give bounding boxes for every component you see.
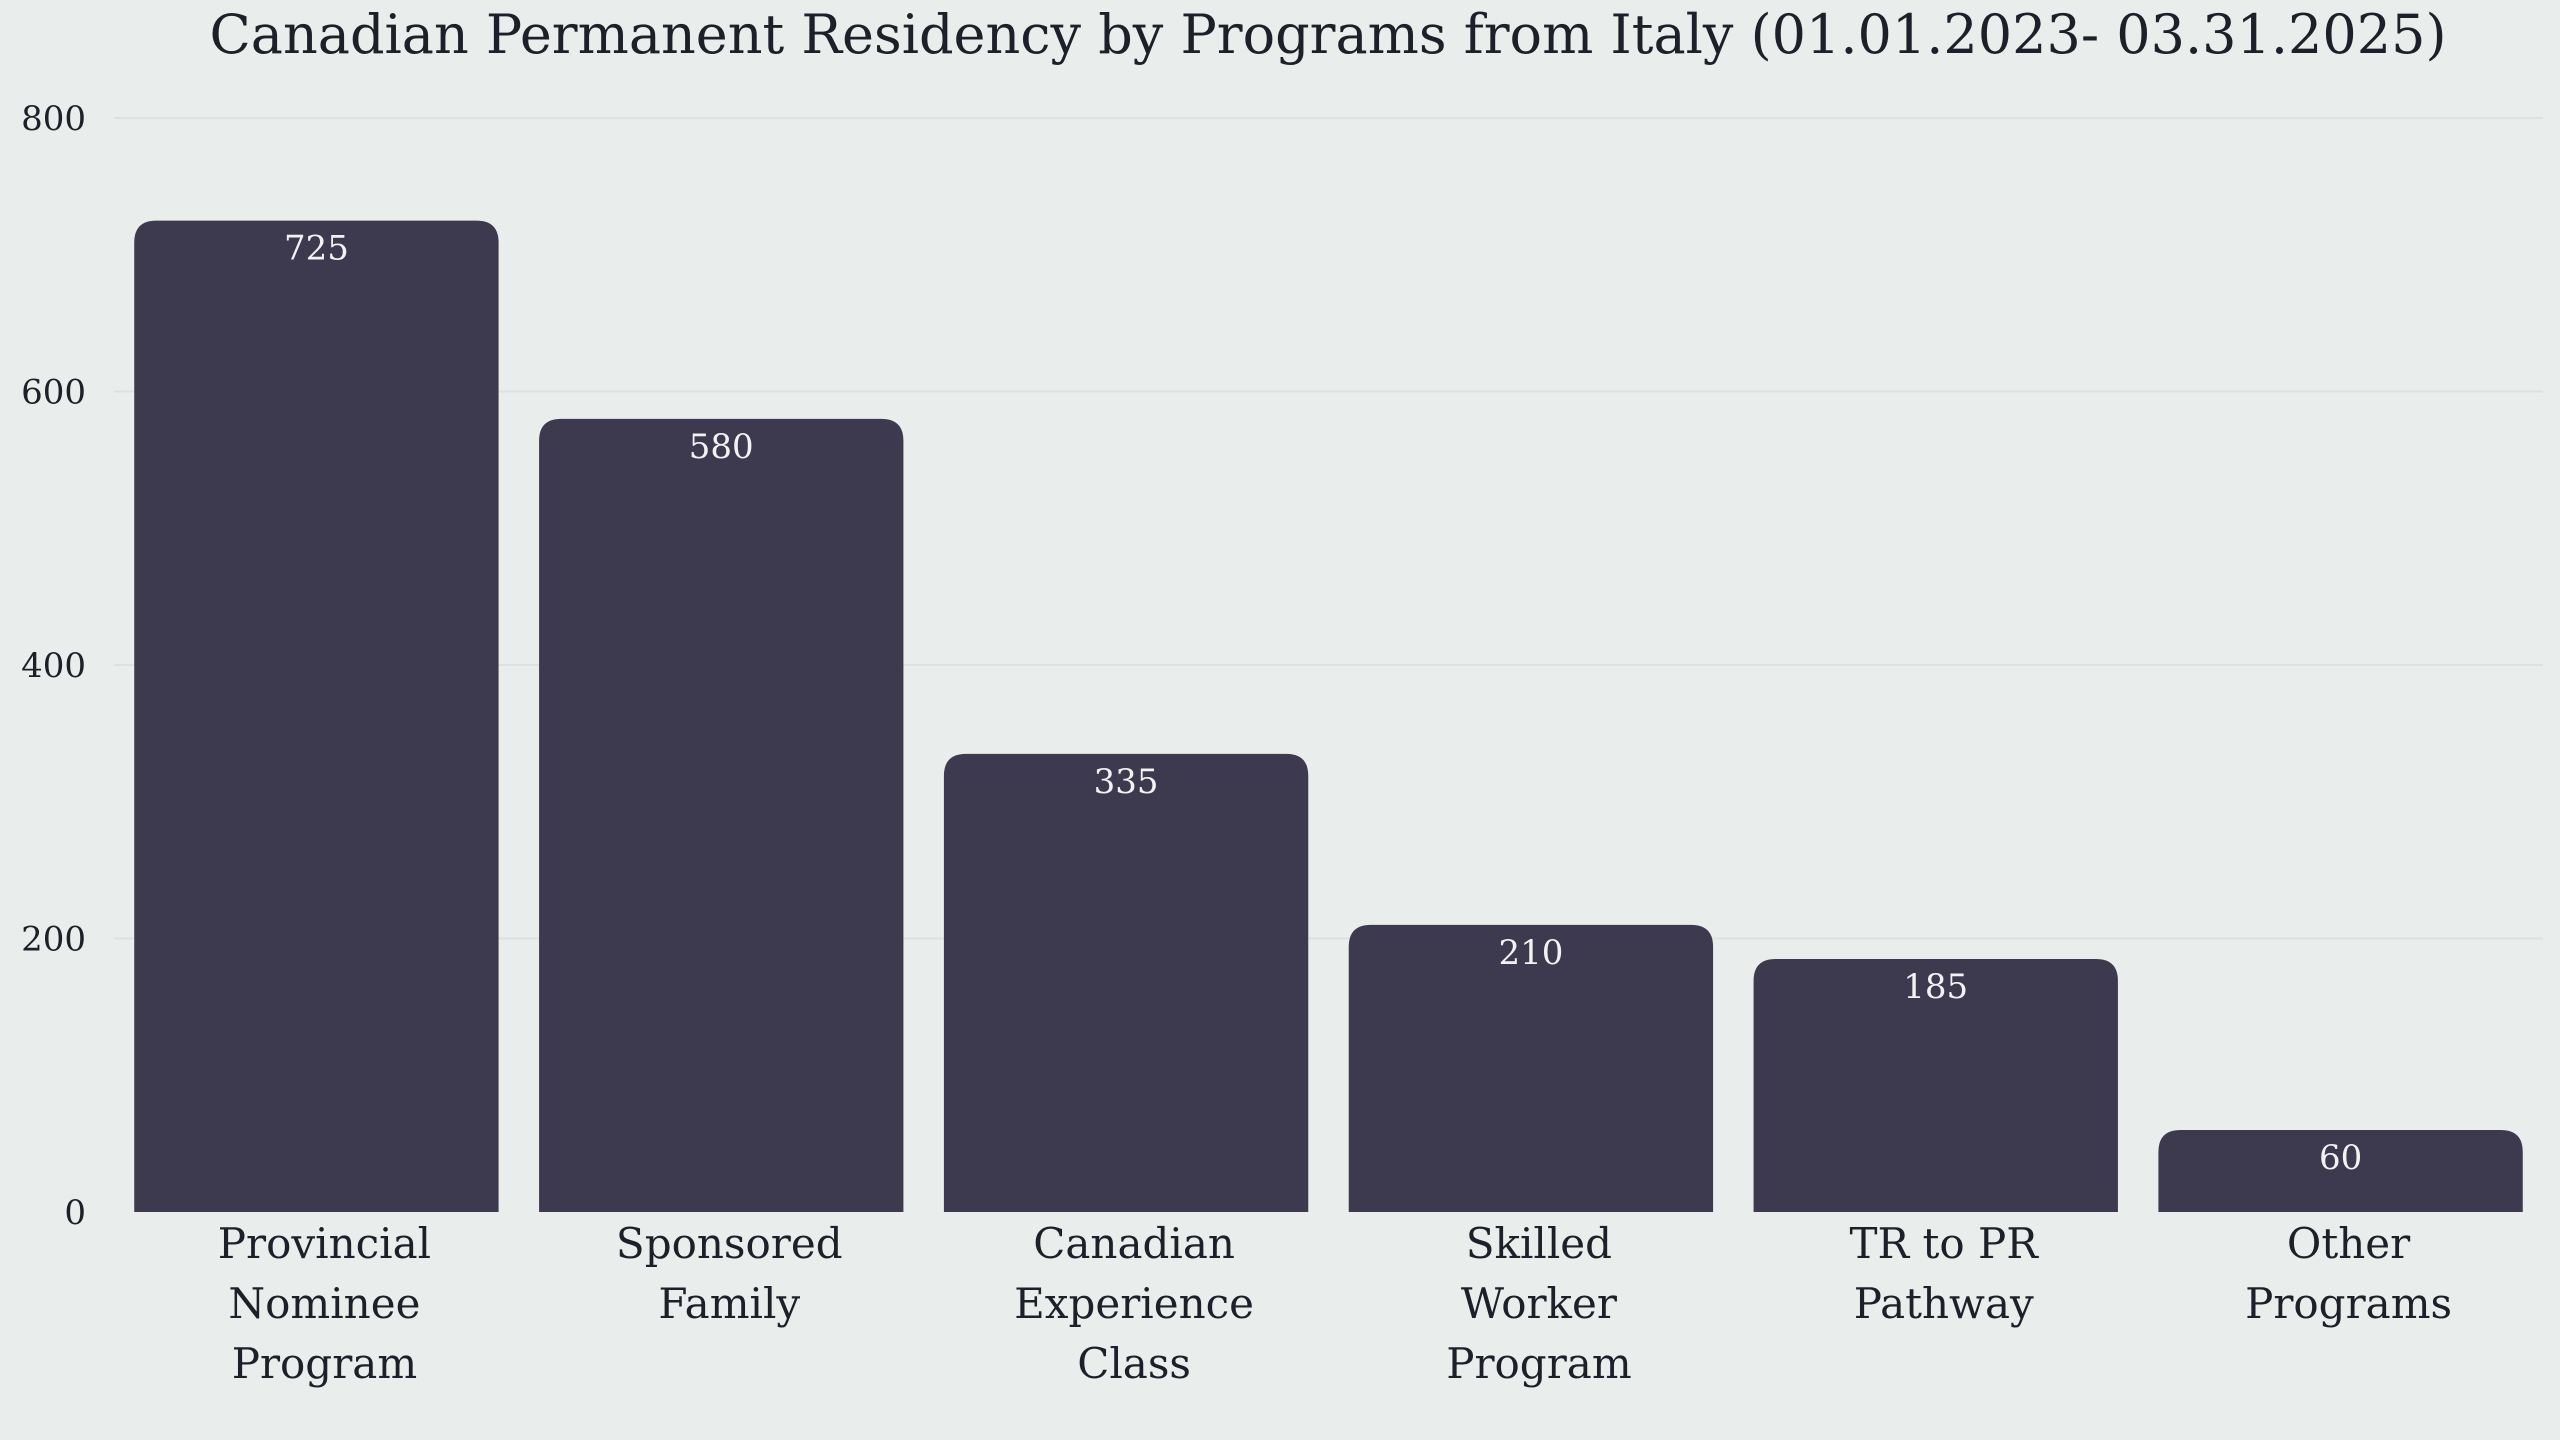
- x-axis-categories: Provincial Nominee Program Sponsored Family C…: [218, 1219, 2452, 1388]
- data-label: 580: [689, 427, 754, 467]
- bar: [539, 418, 904, 1213]
- data-label: 335: [1094, 762, 1159, 802]
- data-label: 60: [2319, 1138, 2362, 1178]
- y-tick-label: 400: [21, 646, 86, 686]
- bars: [134, 220, 2523, 1213]
- bar: [1348, 924, 1714, 1212]
- x-tick-label: Provincial Nominee Program: [218, 1219, 431, 1388]
- bar: [134, 220, 499, 1212]
- chart-title: Canadian Permanent Residency by Programs…: [209, 3, 2446, 66]
- y-tick-label: 200: [21, 920, 86, 960]
- data-label: 725: [284, 229, 349, 269]
- data-label: 210: [1498, 933, 1563, 973]
- x-tick-label: Canadian Experience Class: [1014, 1219, 1254, 1388]
- x-tick-label: Sponsored Family: [616, 1219, 843, 1328]
- data-label: 185: [1903, 967, 1968, 1007]
- x-tick-label: Other Programs: [2245, 1219, 2452, 1328]
- x-tick-label: TR to PR Pathway: [1850, 1219, 2040, 1328]
- x-tick-label: Skilled Worker Program: [1446, 1219, 1631, 1388]
- gridlines: [114, 117, 2543, 940]
- bar: [2158, 1129, 2523, 1212]
- y-tick-label: 800: [21, 99, 86, 139]
- y-tick-label: 600: [21, 373, 86, 413]
- bar: [943, 753, 1309, 1212]
- bar: [1753, 959, 2118, 1212]
- y-tick-label: 0: [64, 1193, 86, 1233]
- y-axis-ticks: 0 200 400 600 800: [21, 99, 86, 1233]
- data-labels: 725 580 335 210 185 60: [284, 229, 2362, 1178]
